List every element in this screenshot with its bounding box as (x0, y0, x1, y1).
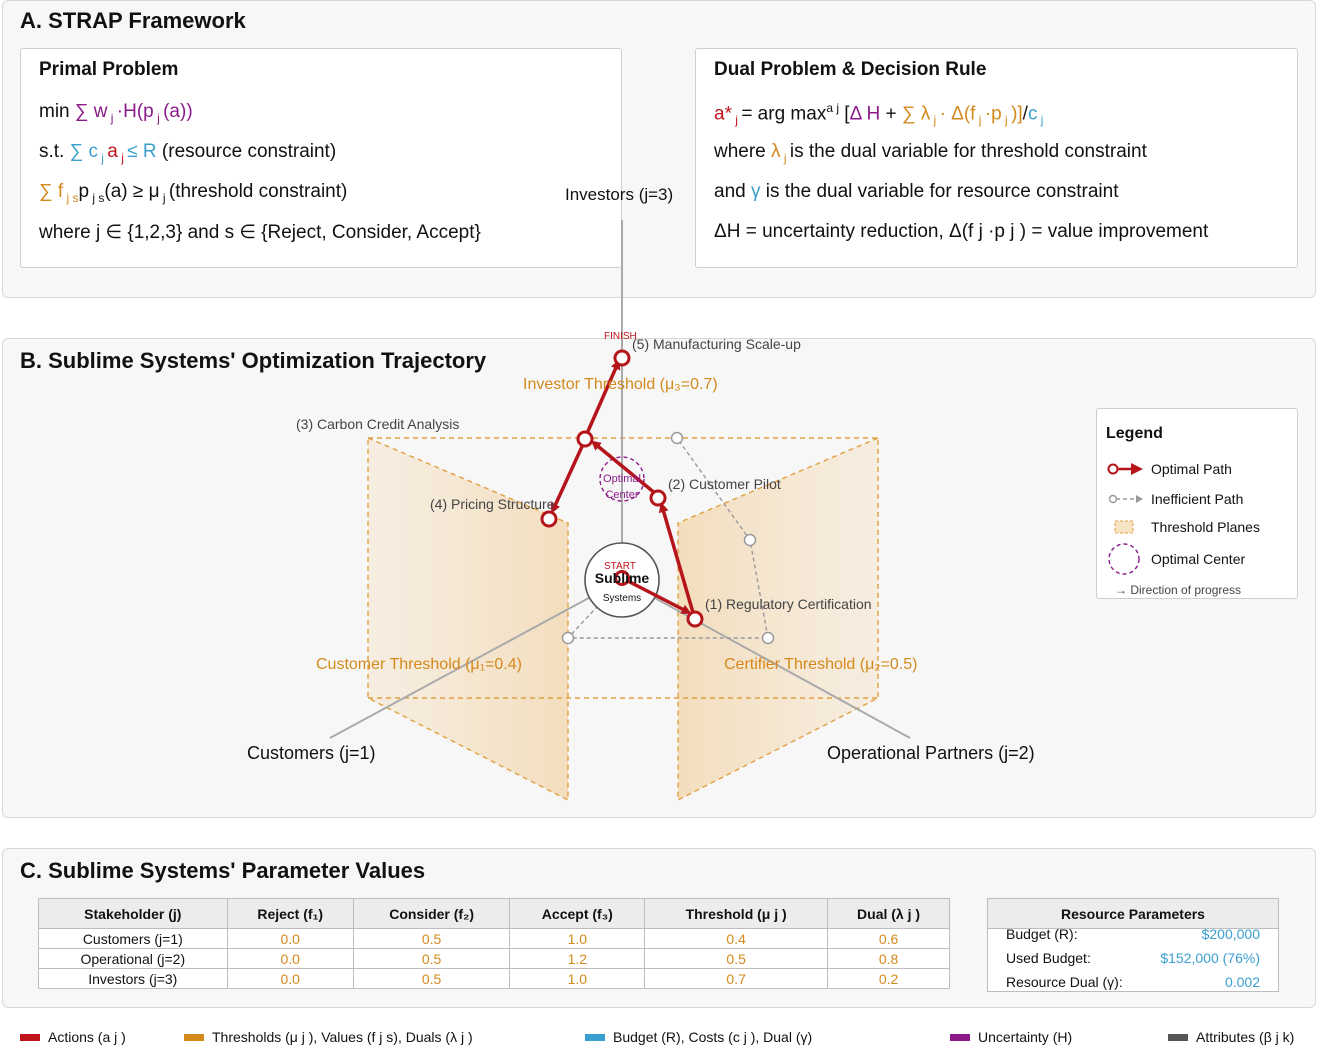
section-a-title: A. STRAP Framework (20, 8, 246, 33)
resource-used-row: Used Budget: $152,000 (76%) (1006, 950, 1260, 966)
table-cell: 0.0 (226, 968, 354, 989)
dual-title: Dual Problem & Decision Rule (714, 59, 987, 80)
table-cell: 0.5 (644, 948, 829, 969)
resource-dual-label: Resource Dual (γ): (1006, 974, 1123, 990)
used-budget-label: Used Budget: (1006, 950, 1091, 966)
color-legend-thresholds: Thresholds (μ j ), Values (f j s), Duals… (184, 1029, 473, 1045)
table-cell: 1.0 (509, 968, 646, 989)
parameter-table: Stakeholder (j) Reject (f₁) Consider (f₂… (38, 898, 950, 989)
table-row: Operational (j=2) 0.0 0.5 1.2 0.5 0.8 (38, 948, 950, 969)
table-row: Investors (j=3) 0.0 0.5 1.0 0.7 0.2 (38, 968, 950, 989)
col-header: Threshold (μ j ) (644, 898, 829, 929)
legend-center-label: Optimal Center (1151, 551, 1246, 567)
table-cell: 0.2 (827, 968, 950, 989)
primal-threshold-constraint: ∑ f j sp j s(a) ≥ μ j (threshold constra… (39, 181, 348, 205)
resource-budget-row: Budget (R): $200,000 (1006, 926, 1260, 942)
used-budget-value: $152,000 (76%) (1160, 950, 1260, 966)
primal-box: Primal Problem min ∑ w j ·H(p j (a)) s.t… (20, 48, 622, 268)
legend-optimal-label: Optimal Path (1151, 461, 1232, 477)
diagram-legend: Legend Optimal Path Inefficient Path Thr… (1096, 408, 1298, 599)
table-cell: 0.8 (827, 948, 950, 969)
legend-inefficient-icon (1108, 494, 1143, 504)
primal-objective: min ∑ w j ·H(p j (a)) (39, 101, 193, 125)
resource-dual-value: 0.002 (1224, 974, 1260, 990)
table-cell: 0.7 (644, 968, 829, 989)
legend-title: Legend (1106, 425, 1163, 442)
dual-decision-rule: a* j = arg maxa j [Δ H + ∑ λ j · Δ(f j ·… (714, 101, 1044, 128)
table-cell: 0.5 (352, 948, 511, 969)
table-cell: Investors (j=3) (38, 968, 228, 989)
primal-domain: where j ∈ {1,2,3} and s ∈ {Reject, Consi… (39, 222, 481, 243)
primal-resource-constraint: s.t. ∑ c j a j ≤ R (resource constraint) (39, 141, 337, 165)
legend-center-icon (1108, 543, 1140, 575)
table-cell: 0.0 (226, 928, 354, 949)
legend-direction-label: → Direction of progress (1115, 583, 1242, 597)
col-header: Stakeholder (j) (38, 898, 228, 929)
col-header: Accept (f₃) (509, 898, 646, 929)
col-header: Dual (λ j ) (827, 898, 950, 929)
table-header-row: Stakeholder (j) Reject (f₁) Consider (f₂… (38, 898, 950, 929)
dual-delta-desc: ΔH = uncertainty reduction, Δ(f j ·p j )… (714, 221, 1209, 242)
color-legend-budget: Budget (R), Costs (c j ), Dual (γ) (585, 1029, 812, 1045)
color-legend-uncertainty: Uncertainty (H) (950, 1029, 1072, 1045)
budget-label: Budget (R): (1006, 926, 1078, 942)
color-legend-attributes: Attributes (β j k) (1168, 1029, 1294, 1045)
table-cell: Customers (j=1) (38, 928, 228, 949)
legend-inefficient-label: Inefficient Path (1151, 491, 1244, 507)
table-cell: 0.0 (226, 948, 354, 969)
section-b-title: B. Sublime Systems' Optimization Traject… (20, 348, 487, 373)
table-cell: 0.4 (644, 928, 829, 949)
color-legend: Actions (a j ) Thresholds (μ j ), Values… (20, 1028, 1310, 1050)
table-cell: Operational (j=2) (38, 948, 228, 969)
color-legend-actions: Actions (a j ) (20, 1029, 126, 1045)
dual-lambda-desc: where λ j is the dual variable for thres… (714, 141, 1147, 165)
dual-gamma-desc: and γ is the dual variable for resource … (714, 181, 1119, 202)
col-header: Consider (f₂) (352, 898, 511, 929)
resource-title: Resource Parameters (988, 899, 1278, 929)
legend-planes-label: Threshold Planes (1151, 519, 1260, 535)
table-cell: 1.2 (509, 948, 646, 969)
resource-parameters-box: Resource Parameters Budget (R): $200,000… (987, 898, 1279, 992)
legend-planes-icon (1114, 520, 1134, 534)
col-header: Reject (f₁) (226, 898, 354, 929)
table-row: Customers (j=1) 0.0 0.5 1.0 0.4 0.6 (38, 928, 950, 949)
table-cell: 0.5 (352, 968, 511, 989)
table-cell: 1.0 (509, 928, 646, 949)
table-cell: 0.5 (352, 928, 511, 949)
primal-title: Primal Problem (39, 59, 179, 80)
section-c-title: C. Sublime Systems' Parameter Values (20, 858, 426, 883)
legend-optimal-icon (1107, 463, 1143, 475)
dual-box: Dual Problem & Decision Rule a* j = arg … (695, 48, 1298, 268)
table-cell: 0.6 (827, 928, 950, 949)
resource-dual-row: Resource Dual (γ): 0.002 (1006, 974, 1260, 990)
budget-value: $200,000 (1201, 926, 1260, 942)
